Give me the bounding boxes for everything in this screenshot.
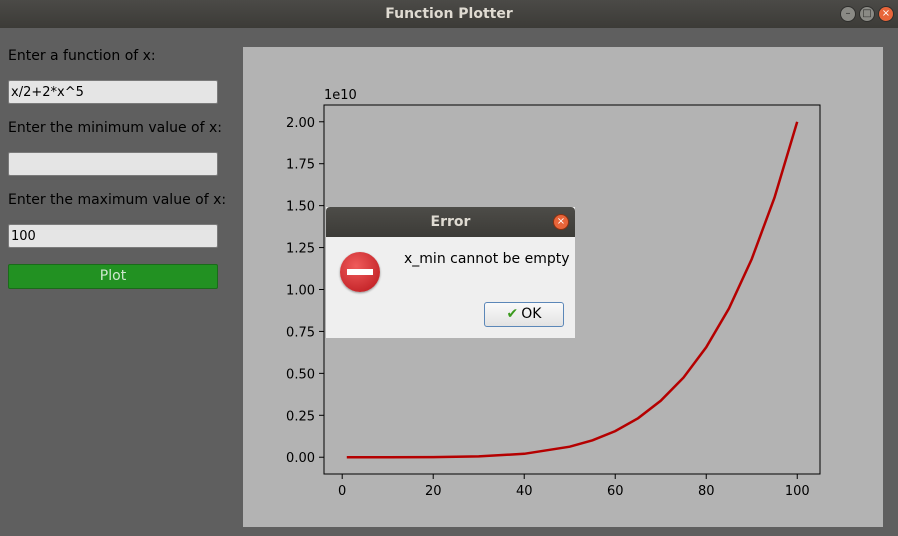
y-tick-label: 1.00 bbox=[286, 284, 315, 299]
error-dialog: Error × x_min cannot be empty ✔ OK bbox=[326, 207, 575, 338]
x-tick-label: 20 bbox=[425, 484, 442, 499]
x-tick-label: 100 bbox=[785, 484, 810, 499]
close-button[interactable]: × bbox=[878, 6, 894, 22]
plot-button[interactable]: Plot bbox=[8, 264, 218, 289]
offset-label: 1e10 bbox=[324, 88, 357, 103]
error-icon bbox=[340, 252, 380, 292]
y-tick-label: 0.75 bbox=[286, 325, 315, 340]
check-icon: ✔ bbox=[506, 306, 519, 322]
y-tick-label: 0.00 bbox=[286, 451, 315, 466]
min-input[interactable] bbox=[8, 152, 218, 176]
function-label: Enter a function of x: bbox=[8, 48, 156, 64]
dialog-message: x_min cannot be empty bbox=[404, 251, 570, 267]
function-input[interactable] bbox=[8, 80, 218, 104]
max-input[interactable] bbox=[8, 224, 218, 248]
min-label: Enter the minimum value of x: bbox=[8, 120, 222, 136]
dialog-title-bar: Error × bbox=[326, 207, 575, 237]
y-tick-label: 2.00 bbox=[286, 116, 315, 131]
x-tick-label: 0 bbox=[338, 484, 346, 499]
y-tick-label: 1.25 bbox=[286, 242, 315, 257]
maximize-button[interactable]: □ bbox=[859, 6, 875, 22]
x-tick-label: 80 bbox=[698, 484, 715, 499]
y-tick-label: 1.50 bbox=[286, 200, 315, 215]
dialog-title: Error bbox=[430, 214, 471, 230]
series-line bbox=[346, 121, 799, 459]
title-bar: Function Plotter – □ × bbox=[0, 0, 898, 28]
max-label: Enter the maximum value of x: bbox=[8, 192, 227, 208]
y-tick-label: 0.50 bbox=[286, 367, 315, 382]
ok-button[interactable]: ✔ OK bbox=[484, 302, 564, 327]
dialog-close-button[interactable]: × bbox=[553, 214, 569, 230]
x-tick-label: 60 bbox=[607, 484, 624, 499]
x-tick-label: 40 bbox=[516, 484, 533, 499]
minimize-button[interactable]: – bbox=[840, 6, 856, 22]
ok-label: OK bbox=[521, 306, 542, 322]
y-tick-label: 1.75 bbox=[286, 158, 315, 173]
y-tick-label: 0.25 bbox=[286, 409, 315, 424]
chart-svg: 0 20 40 60 80 100 0.00 0.25 0.50 0.75 1.00 1.25 1.5… bbox=[286, 88, 821, 499]
window-title: Function Plotter bbox=[385, 6, 513, 22]
